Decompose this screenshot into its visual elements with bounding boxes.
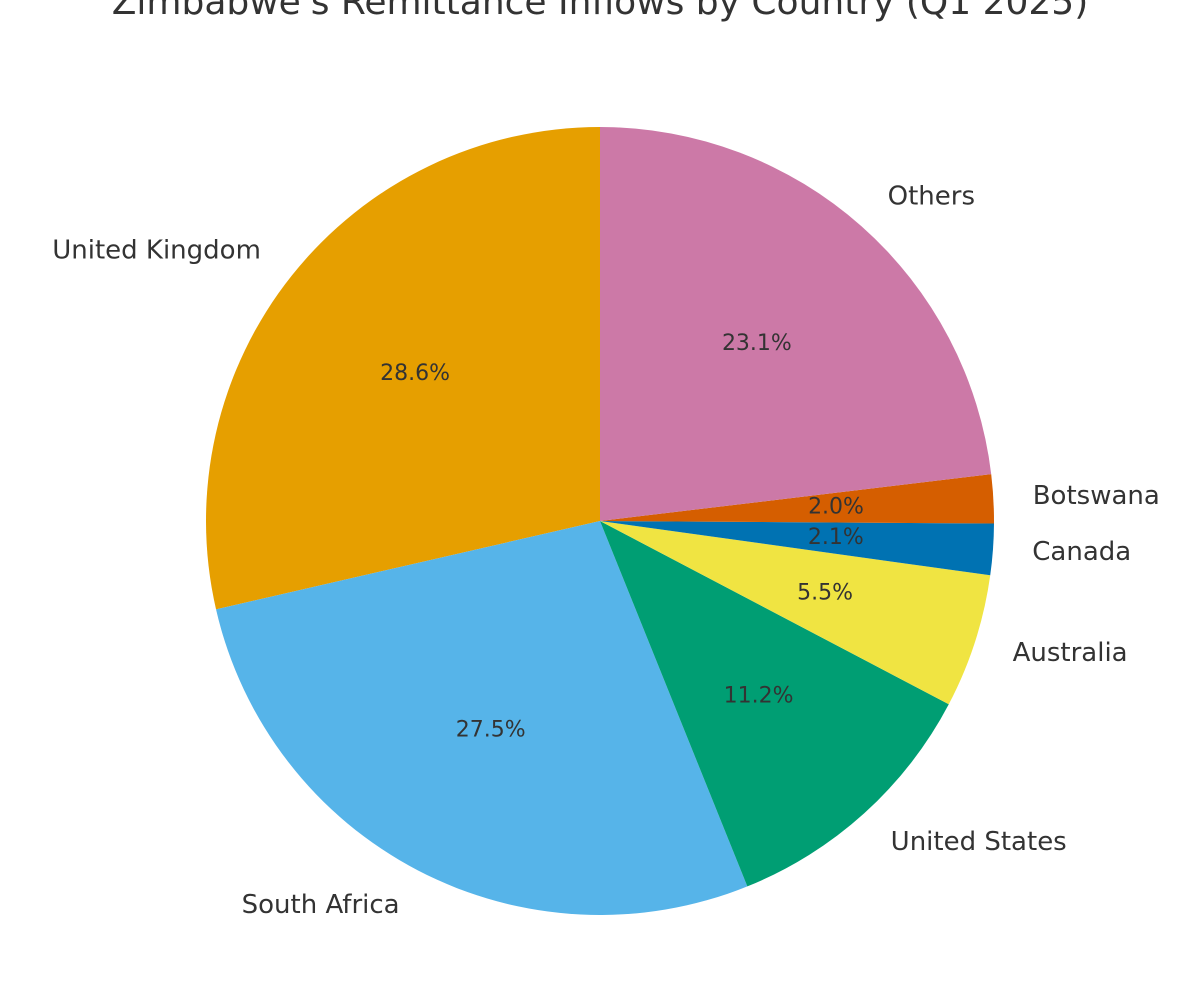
value-label: 23.1% [722,331,792,356]
pie-slice [600,127,992,521]
slice-label: Australia [1013,638,1128,668]
chart-title: Zimbabwe's Remittance Inflows by Country… [112,0,1089,23]
slice-label: Canada [1032,537,1131,567]
slice-label: South Africa [242,890,400,920]
slice-label: Others [888,181,975,211]
pie-slice [600,521,994,576]
value-label: 11.2% [724,683,794,708]
value-label: 27.5% [456,718,526,743]
slice-label: United Kingdom [52,236,261,266]
slice-label: United States [891,827,1067,857]
pie-slice [216,521,748,915]
pie-slice [600,521,949,887]
slice-label: Botswana [1033,481,1160,511]
pie-slice [600,521,991,705]
value-label: 2.1% [808,525,864,550]
pie-slice [206,127,600,610]
pie-slice [600,474,995,524]
value-label: 5.5% [797,580,853,605]
value-label: 28.6% [380,361,450,386]
value-label: 2.0% [808,495,864,520]
